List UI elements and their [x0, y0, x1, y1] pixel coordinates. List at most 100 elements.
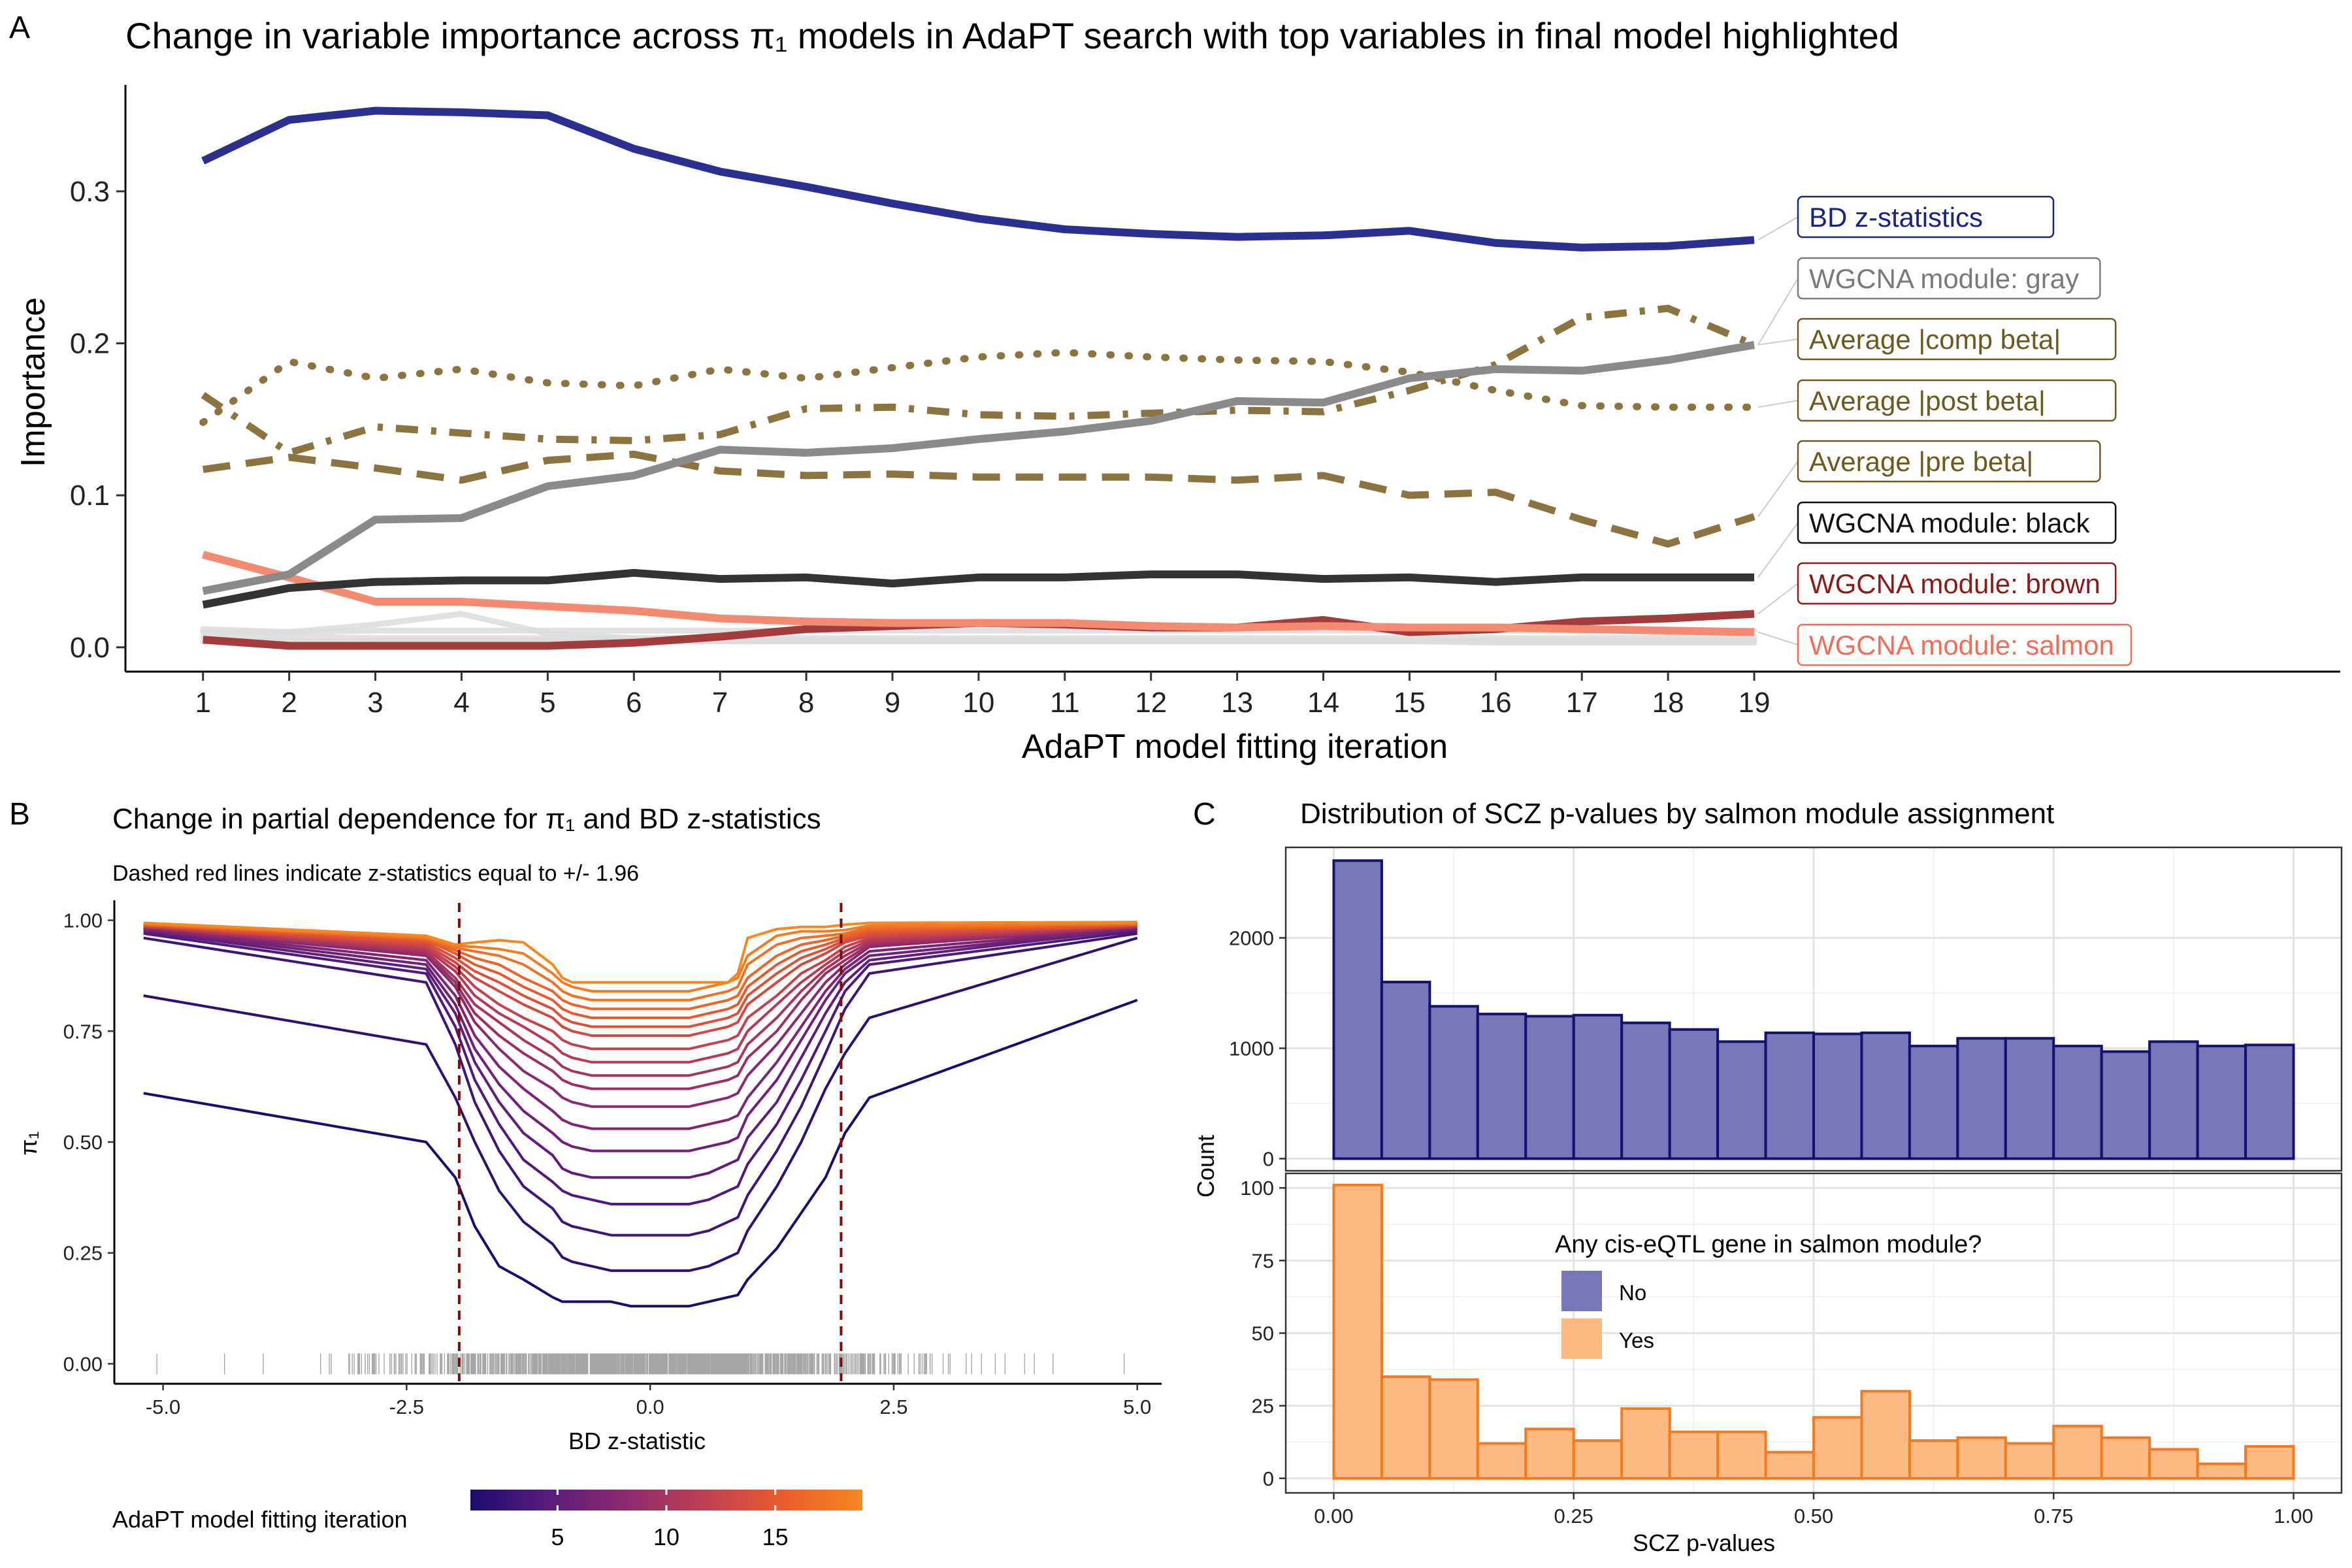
panel-b-y-axis: 0.00 0.25 0.50 0.75 1.00	[63, 900, 116, 1384]
panel-a-plot	[199, 106, 1758, 650]
x-tick-label-9: 9	[885, 687, 900, 719]
panel-c-letter: C	[1193, 797, 1216, 832]
bar-yes-11	[1860, 1390, 1911, 1480]
x-tick-label-0: -5.0	[146, 1396, 180, 1418]
bar-yes-17	[2148, 1448, 2199, 1480]
label-box-average-post-beta	[1797, 379, 2117, 422]
y-tick-label-4: 1.00	[63, 909, 103, 932]
series-line-average-post-beta	[199, 349, 1758, 426]
label-connector-average-pre-beta	[1757, 461, 1799, 517]
bar-no-13	[1956, 1037, 2007, 1160]
label-box-average-comp-beta	[1797, 318, 2117, 361]
x-tick-label-2: 0.50	[1794, 1505, 1833, 1527]
x-tick-label-16: 16	[1480, 687, 1512, 719]
panel-a-x-axis: 1 2 3 4 5 6 7 8 9 10 11 12 13 14 15 16 17 18 19	[125, 670, 2340, 719]
pd-curve-iteration-9	[143, 925, 1137, 1090]
bar-no-0	[1332, 859, 1383, 1160]
legend-label-no: No	[1619, 1281, 1646, 1305]
bar-yes-18	[2196, 1462, 2247, 1480]
y-tick-label-25: 25	[1252, 1395, 1274, 1418]
panel-a-y-axis-title: Importance	[14, 297, 52, 467]
x-tick-label-3: 3	[367, 687, 383, 719]
pd-curve-iteration-16	[143, 923, 1137, 1011]
bar-yes-10	[1812, 1416, 1863, 1480]
x-tick-label-4: 4	[453, 687, 469, 719]
facet-border	[1284, 846, 2343, 1172]
bar-yes-9	[1764, 1450, 1815, 1480]
y-tick-label-3: 0.3	[70, 176, 110, 208]
x-tick-label-8: 8	[798, 687, 814, 719]
legend-key-no	[1561, 1271, 1602, 1311]
pd-curve-iteration-2	[143, 936, 1138, 1272]
panel-b-x-axis-title: BD z-statistic	[568, 1428, 706, 1454]
y-tick-label-1000: 1000	[1229, 1037, 1274, 1060]
bar-no-18	[2196, 1045, 2247, 1160]
panel-c-plot: 0 1000 2000 0 25 50 75 100 0.00 0.25 0.50 0.75 1.00	[1229, 846, 2343, 1527]
bar-no-3	[1476, 1013, 1527, 1160]
bar-no-8	[1716, 1040, 1767, 1160]
series-label-average-comp-beta: Average |comp beta|	[1809, 324, 2061, 355]
pd-curve-iteration-12	[143, 924, 1137, 1051]
rug-path	[156, 1353, 1125, 1375]
x-tick-label-18: 18	[1652, 687, 1684, 719]
pd-curve-iteration-19	[143, 921, 1137, 984]
bar-yes-3	[1476, 1442, 1527, 1480]
bar-no-5	[1572, 1013, 1624, 1160]
bar-no-6	[1620, 1021, 1671, 1160]
bar-yes-0	[1332, 1183, 1383, 1480]
panel-b-plot	[143, 903, 1138, 1381]
colorbar-tick-label-5: 5	[551, 1524, 564, 1550]
series-line-wgcna-module-black	[202, 568, 1754, 609]
y-tick-label-50: 50	[1252, 1322, 1274, 1345]
bar-no-17	[2148, 1040, 2199, 1160]
colorbar-title: AdaPT model fitting iteration	[112, 1506, 408, 1533]
label-connector-wgcna-module-gray	[1757, 278, 1799, 346]
y-tick-label-0: 0.00	[63, 1352, 103, 1375]
label-connector-wgcna-module-brown	[1757, 583, 1799, 615]
bar-no-16	[2100, 1050, 2151, 1160]
bar-yes-16	[2100, 1436, 2151, 1480]
panel-c: C Distribution of SCZ p-values by salmon…	[1192, 797, 2343, 1556]
x-tick-label-11: 11	[1050, 687, 1080, 719]
series-label-wgcna-module-brown: WGCNA module: brown	[1809, 568, 2100, 599]
pd-curve-iteration-3	[143, 932, 1137, 1237]
bar-yes-5	[1572, 1439, 1624, 1480]
x-tick-label-15: 15	[1394, 687, 1426, 719]
y-tick-label-0: 0	[1263, 1147, 1274, 1170]
x-tick-label-14: 14	[1307, 687, 1339, 719]
bar-no-7	[1668, 1028, 1720, 1160]
y-tick-label-2: 0.2	[70, 327, 110, 359]
pd-curve-iteration-6	[143, 928, 1137, 1152]
label-connector-average-post-beta	[1757, 400, 1799, 408]
y-tick-label-2: 0.50	[63, 1131, 103, 1154]
label-box-bd-z-statistics	[1797, 195, 2055, 238]
facet-no: 0 1000 2000	[1229, 846, 2343, 1172]
x-tick-label-2: 2	[281, 687, 297, 719]
bar-yes-14	[2004, 1442, 2055, 1480]
pd-curve-iteration-15	[143, 923, 1137, 1019]
bar-yes-4	[1524, 1428, 1575, 1480]
bar-yes-19	[2244, 1445, 2295, 1480]
label-box-wgcna-module-salmon	[1797, 623, 2132, 666]
background-series-line-3	[200, 634, 1757, 642]
panel-c-title: Distribution of SCZ p-values by salmon m…	[1300, 798, 2054, 830]
x-tick-label-3: 0.75	[2034, 1505, 2073, 1527]
pd-curve-iteration-10	[143, 925, 1137, 1077]
x-tick-label-4: 1.00	[2274, 1505, 2313, 1527]
panel-b-subtitle: Dashed red lines indicate z-statistics e…	[112, 861, 639, 886]
y-tick-label-0: 0.0	[70, 632, 110, 664]
pd-curve-iteration-8	[143, 926, 1137, 1108]
x-tick-label-7: 7	[712, 687, 728, 719]
panel-a-x-axis-title: AdaPT model fitting iteration	[1022, 728, 1448, 766]
x-tick-label-19: 19	[1739, 687, 1771, 719]
bar-no-9	[1764, 1031, 1815, 1160]
panel-c-x-axis-title: SCZ p-values	[1633, 1529, 1775, 1556]
bar-no-14	[2004, 1037, 2055, 1160]
pd-curve-iteration-4	[143, 930, 1137, 1205]
panel-a-letter: A	[9, 10, 30, 45]
x-tick-label-6: 6	[626, 687, 642, 719]
x-tick-label-3: 2.5	[879, 1396, 907, 1418]
panel-b: B Change in partial dependence for π₁ an…	[9, 797, 1162, 1550]
bar-yes-1	[1380, 1375, 1431, 1480]
